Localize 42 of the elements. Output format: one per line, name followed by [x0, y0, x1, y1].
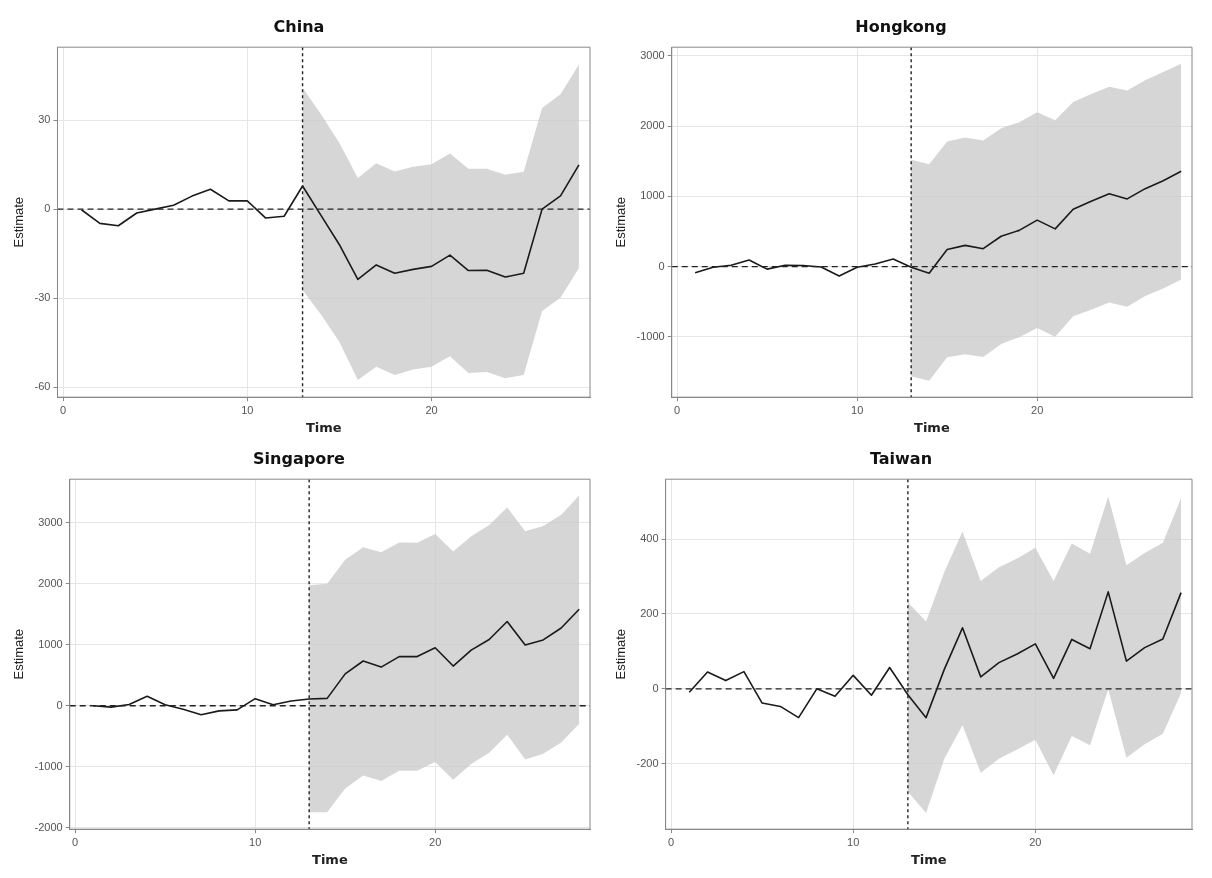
- y-tick-label: 2000: [640, 119, 665, 132]
- y-tick-label: 0: [658, 259, 665, 272]
- x-axis-title: Time: [305, 419, 342, 435]
- y-tick-label: 200: [640, 606, 659, 619]
- x-tick-label: 10: [851, 403, 864, 416]
- x-tick-label: 10: [847, 835, 860, 848]
- y-tick-label: 0: [56, 698, 63, 711]
- y-tick-label: 1000: [38, 637, 63, 650]
- x-tick-label: 10: [249, 835, 262, 848]
- y-axis-title: Estimate: [11, 196, 27, 248]
- chart-title: Taiwan: [869, 448, 933, 468]
- x-tick-label: 20: [425, 403, 438, 416]
- x-tick-label: 20: [429, 835, 442, 848]
- y-axis-title: Estimate: [613, 628, 629, 680]
- y-tick-label: 400: [640, 532, 659, 545]
- y-tick-label: 3000: [640, 49, 665, 62]
- x-axis-title: Time: [312, 851, 348, 867]
- y-tick-label: 30: [38, 113, 51, 126]
- x-tick-label: 10: [241, 403, 254, 416]
- y-tick-label: 1000: [640, 189, 665, 202]
- x-axis-title: Time: [910, 851, 947, 867]
- y-tick-label: 3000: [38, 515, 63, 528]
- y-tick-label: -1000: [34, 759, 63, 772]
- y-tick-label: -30: [34, 291, 51, 304]
- y-tick-label: 0: [652, 681, 659, 694]
- y-tick-label: 2000: [38, 576, 63, 589]
- x-tick-label: 0: [668, 835, 675, 848]
- y-tick-label: -60: [34, 380, 51, 393]
- chart-title: China: [273, 16, 325, 36]
- y-tick-label: -1000: [636, 329, 665, 342]
- chart-title: Hongkong: [855, 16, 947, 36]
- y-tick-label: -200: [636, 756, 659, 769]
- x-tick-label: 20: [1031, 403, 1044, 416]
- x-tick-label: 20: [1029, 835, 1042, 848]
- y-tick-label: 0: [44, 202, 51, 215]
- chart-title: Singapore: [253, 448, 346, 468]
- x-tick-label: 0: [674, 403, 681, 416]
- y-axis-title: Estimate: [613, 196, 629, 248]
- x-axis-title: Time: [914, 419, 950, 435]
- y-axis-title: Estimate: [11, 628, 27, 680]
- x-tick-label: 0: [72, 835, 79, 848]
- y-tick-label: -2000: [34, 821, 63, 834]
